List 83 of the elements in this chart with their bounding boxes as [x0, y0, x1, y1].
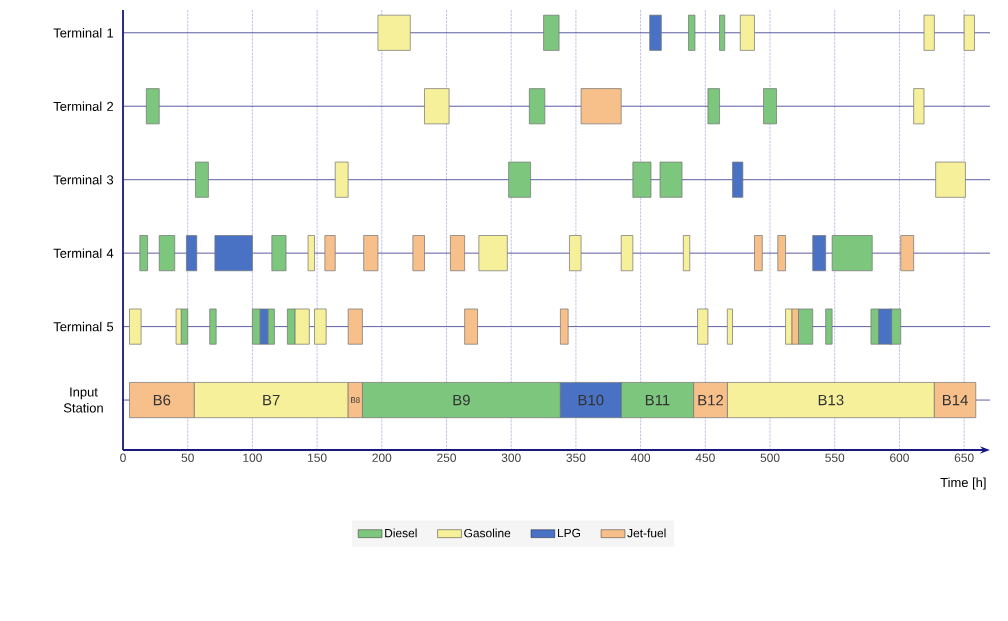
bar: [825, 308, 833, 345]
bar: [682, 235, 691, 272]
bar: [739, 14, 755, 51]
x-tick-label: 350: [566, 453, 586, 462]
bar: [478, 235, 508, 272]
y-tick-label: Terminal 1: [53, 28, 114, 38]
bar: [719, 14, 726, 51]
data-label: B9: [453, 394, 470, 406]
y-tick-label: Terminal 5: [53, 321, 114, 332]
bar: [560, 308, 569, 345]
data-label: B12: [698, 394, 724, 406]
bar: [900, 235, 915, 272]
bar: [363, 235, 379, 272]
bar: [543, 14, 560, 51]
bar: [659, 161, 683, 198]
bar: [732, 161, 744, 198]
bar: [324, 235, 336, 272]
x-tick-label: 50: [181, 453, 194, 462]
bar: [831, 235, 873, 272]
bar: [307, 235, 315, 272]
y-tick-label: Terminal 3: [53, 174, 114, 185]
x-tick-label: 550: [825, 453, 845, 462]
bar: [508, 161, 531, 198]
y-tick-label: Terminal 2: [53, 101, 114, 111]
bar: [935, 161, 966, 198]
bar: [963, 14, 975, 51]
x-tick-label: 300: [501, 453, 521, 462]
x-tick-label: 250: [437, 453, 457, 462]
legend-label: LPG: [557, 528, 581, 538]
bar: [314, 308, 327, 345]
bar: [707, 88, 720, 125]
bar: [195, 161, 209, 198]
y-tick-label: Terminal 4: [53, 248, 114, 258]
x-tick-label: 650: [954, 453, 974, 462]
data-label: B14: [942, 394, 968, 406]
bar: [450, 235, 465, 272]
bar: [569, 235, 582, 272]
y-tick-label: Input Station: [63, 387, 103, 413]
bar: [923, 14, 935, 51]
bar: [145, 88, 160, 125]
bar: [620, 235, 634, 272]
bar: [214, 235, 253, 272]
data-label: B10: [578, 394, 604, 406]
bar: [412, 235, 425, 272]
bar: [754, 235, 763, 272]
legend-label: Gasoline: [464, 528, 511, 538]
bar: [271, 235, 287, 272]
bar: [763, 88, 777, 125]
bar: [334, 161, 349, 198]
bar: [129, 308, 142, 345]
bar: [913, 88, 925, 125]
bar: [347, 308, 363, 345]
bar: [649, 14, 662, 51]
x-tick-label: 500: [760, 453, 780, 462]
bar: [377, 14, 411, 51]
x-tick-label: 0: [120, 453, 126, 462]
data-label: B7: [263, 394, 280, 406]
x-tick-label: 450: [695, 453, 715, 462]
legend-label: Diesel: [385, 528, 417, 538]
x-tick-label: 400: [630, 453, 651, 462]
data-label: B13: [818, 394, 844, 406]
bar: [186, 235, 198, 272]
data-label: B6: [153, 394, 171, 406]
data-label: B11: [645, 394, 670, 406]
bar: [139, 235, 148, 272]
bar: [688, 14, 696, 51]
bar: [726, 308, 733, 345]
bar: [580, 88, 622, 125]
x-tick-label: 600: [890, 453, 909, 462]
bar: [158, 235, 176, 272]
x-tick-label: 150: [308, 453, 327, 462]
bar: [209, 308, 217, 345]
x-tick-label: 100: [243, 453, 262, 462]
legend-label: Jet-fuel: [627, 528, 666, 538]
x-axis-title: Time [h]: [940, 477, 986, 490]
x-tick-label: 200: [372, 453, 392, 462]
bar: [697, 308, 709, 345]
bar: [464, 308, 478, 345]
bar: [424, 88, 450, 125]
bar: [812, 235, 827, 272]
bar: [528, 88, 546, 125]
bar: [777, 235, 786, 272]
bar: [632, 161, 652, 198]
